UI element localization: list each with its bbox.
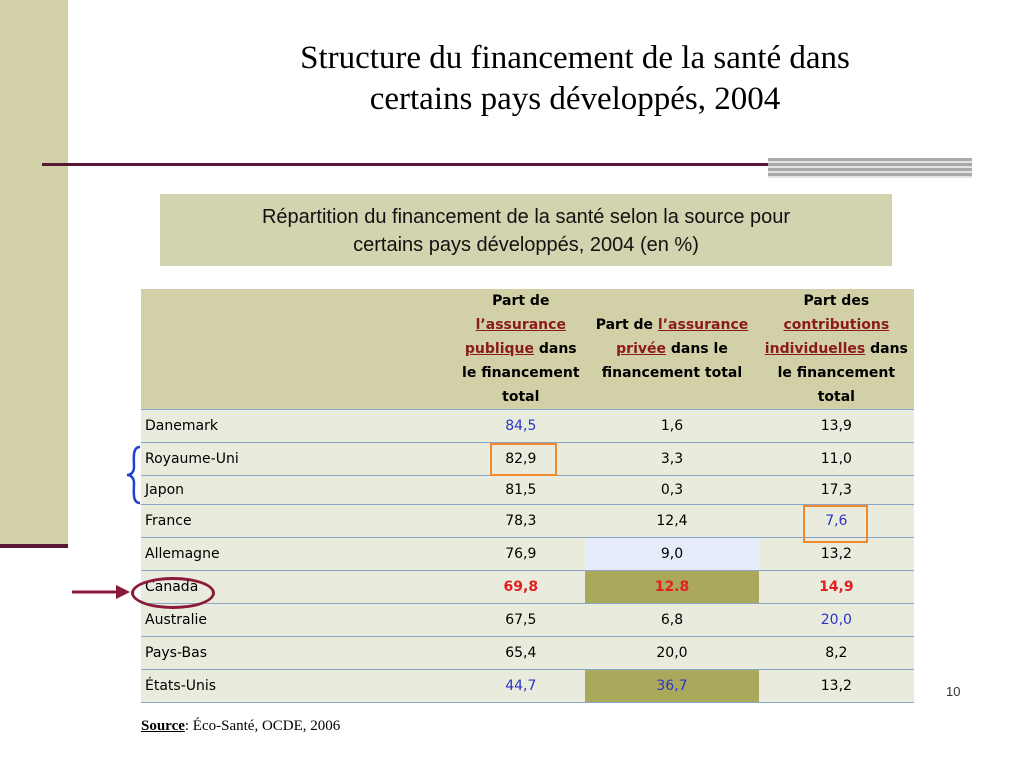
left-brace-icon <box>126 445 141 505</box>
table-row: États-Unis 44,7 36,7 13,2 <box>141 669 914 703</box>
header-text: dans <box>538 341 577 357</box>
slide-title-line-1: Structure du financement de la santé dan… <box>300 40 850 76</box>
public-share-cell: 78,3 <box>456 504 586 538</box>
financing-table: Part de l’assurance publique dans le fin… <box>141 289 914 703</box>
public-share-cell: 81,5 <box>456 475 586 505</box>
table-row: Allemagne 76,9 9,0 13,2 <box>141 537 914 571</box>
country-cell: France <box>141 504 457 538</box>
table-header-row: Part de l’assurance publique dans le fin… <box>141 289 914 410</box>
header-link-text[interactable]: l’assurance <box>657 317 749 333</box>
individual-share-cell: 17,3 <box>758 475 914 505</box>
left-accent-bar <box>0 0 68 548</box>
country-cell: Australie <box>141 603 457 637</box>
header-corner-cell <box>141 289 457 410</box>
table-row: Japon 81,5 0,3 17,3 <box>141 475 914 505</box>
public-share-cell: 67,5 <box>456 603 586 637</box>
country-cell: États-Unis <box>141 669 457 703</box>
private-share-cell: 12.8 <box>585 570 759 604</box>
table-caption-box: Répartition du financement de la santé s… <box>160 194 892 266</box>
table-row: Canada 69,8 12.8 14,9 <box>141 570 914 604</box>
individual-share-cell: 14,9 <box>758 570 914 604</box>
slide-title: Structure du financement de la santé dan… <box>160 38 990 120</box>
table-row: Royaume-Uni 82,9 3,3 11,0 <box>141 442 914 476</box>
private-share-cell: 36,7 <box>585 669 759 703</box>
table-caption-line-1: Répartition du financement de la santé s… <box>261 206 791 228</box>
header-text: Part de <box>492 293 550 309</box>
table-caption-line-2: certains pays développés, 2004 (en %) <box>353 234 699 256</box>
table-row: Australie 67,5 6,8 20,0 <box>141 603 914 637</box>
header-link-text[interactable]: publique <box>464 341 534 357</box>
public-share-cell: 65,4 <box>456 636 586 670</box>
private-share-cell: 0,3 <box>585 475 759 505</box>
country-cell: Japon <box>141 475 457 505</box>
page-number: 10 <box>946 684 961 699</box>
header-text: total <box>817 389 855 405</box>
slide-title-line-2: certains pays développés, 2004 <box>369 81 781 117</box>
individual-share-cell: 11,0 <box>758 442 914 476</box>
header-link-text[interactable]: l’assurance <box>475 317 566 333</box>
arrow-right-icon <box>72 585 130 599</box>
individual-share-cell: 13,9 <box>758 409 914 443</box>
header-public-insurance: Part de l’assurance publique dans le fin… <box>456 289 586 410</box>
highlight-box-france-individual <box>803 505 868 543</box>
header-text: Part de <box>595 317 654 333</box>
header-text: total <box>502 389 540 405</box>
header-text: dans le <box>670 341 728 357</box>
header-text: financement total <box>601 365 743 381</box>
individual-share-cell: 8,2 <box>758 636 914 670</box>
left-accent-underline <box>0 544 68 548</box>
header-text: dans <box>870 341 908 357</box>
country-cell: Pays-Bas <box>141 636 457 670</box>
header-text: Part des <box>803 293 870 309</box>
header-link-text[interactable]: individuelles <box>764 341 866 357</box>
individual-share-cell: 20,0 <box>758 603 914 637</box>
table-row: Pays-Bas 65,4 20,0 8,2 <box>141 636 914 670</box>
source-text: : Éco-Santé, OCDE, 2006 <box>184 718 341 734</box>
title-divider-stripes <box>768 158 972 178</box>
header-text: le financement <box>462 365 580 381</box>
header-text: le financement <box>777 365 896 381</box>
individual-share-cell: 7,6 <box>758 504 914 538</box>
public-share-cell: 69,8 <box>456 570 586 604</box>
individual-share-cell: 13,2 <box>758 537 914 571</box>
header-link-text[interactable]: contributions <box>783 317 890 333</box>
private-share-cell: 3,3 <box>585 442 759 476</box>
public-share-cell: 44,7 <box>456 669 586 703</box>
private-share-cell: 20,0 <box>585 636 759 670</box>
header-link-text[interactable]: privée <box>616 341 666 357</box>
table-row: Danemark 84,5 1,6 13,9 <box>141 409 914 443</box>
private-share-cell: 12,4 <box>585 504 759 538</box>
private-share-cell: 9,0 <box>585 537 759 571</box>
highlight-box-uk-public <box>490 443 557 476</box>
highlight-circle-canada <box>131 577 215 609</box>
individual-share-cell: 13,2 <box>758 669 914 703</box>
source-note: Source: Éco-Santé, OCDE, 2006 <box>141 718 340 735</box>
country-cell: Danemark <box>141 409 457 443</box>
country-cell: Allemagne <box>141 537 457 571</box>
public-share-cell: 76,9 <box>456 537 586 571</box>
private-share-cell: 6,8 <box>585 603 759 637</box>
country-cell: Royaume-Uni <box>141 442 457 476</box>
public-share-cell: 84,5 <box>456 409 586 443</box>
header-private-insurance: Part de l’assurance privée dans le finan… <box>585 289 759 410</box>
title-divider <box>42 163 774 166</box>
header-individual-contributions: Part des contributions individuelles dan… <box>758 289 914 410</box>
private-share-cell: 1,6 <box>585 409 759 443</box>
table-row: France 78,3 12,4 7,6 <box>141 504 914 538</box>
source-label: Source <box>141 718 185 734</box>
